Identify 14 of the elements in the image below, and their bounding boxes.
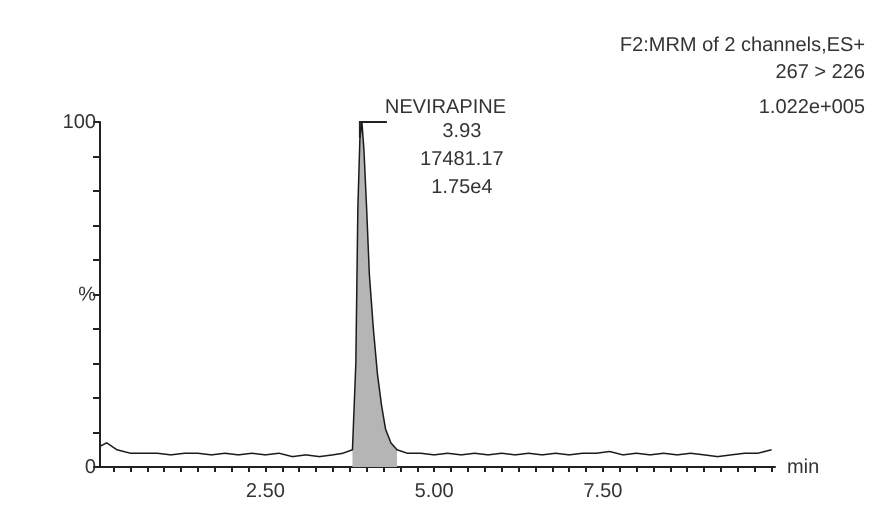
annotation: 3.93 [442,120,482,142]
x-tick-label: 7.50 [583,480,622,502]
x-tick-label: 2.50 [246,480,285,502]
y-tick-label: 100 [62,111,96,133]
x-axis-title: min [787,456,820,478]
annotation: 17481.17 [420,148,504,170]
annotation: NEVIRAPINE [384,96,506,118]
y-tick-label: 0 [84,456,96,478]
text: 267 > 226 [775,61,865,83]
annotation: 1.75e4 [431,176,492,198]
y-tick-label: % [78,284,96,306]
text: 1.022e+005 [758,96,865,118]
x-tick-label: 5.00 [414,480,454,502]
chart-title: F2:MRM of 2 channels,ES+ [620,34,865,56]
